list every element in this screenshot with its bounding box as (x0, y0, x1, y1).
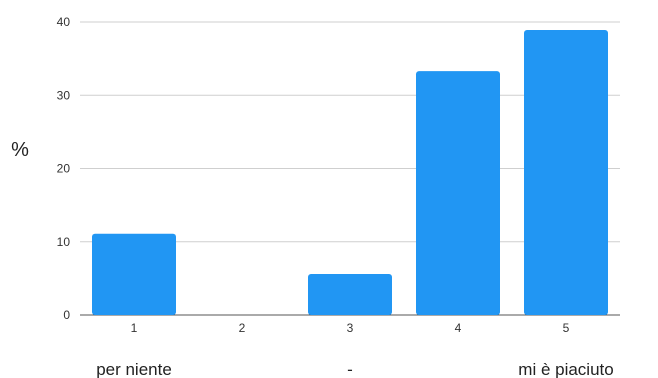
x-annotation: per niente (96, 360, 172, 378)
bar-3 (308, 273, 392, 315)
x-tick-label: 3 (347, 321, 354, 335)
y-tick-label: 0 (63, 308, 70, 322)
x-annotation: - (347, 360, 353, 378)
bars (92, 30, 608, 316)
y-tick-label: 30 (57, 88, 71, 102)
x-tick-labels: 1 2 3 4 5 (131, 321, 570, 335)
y-axis-label: % (11, 139, 29, 161)
y-tick-label: 10 (57, 235, 71, 249)
bar-1 (92, 233, 176, 315)
y-tick-label: 20 (57, 162, 71, 176)
x-annotation: mi è piaciuto (518, 360, 613, 378)
x-tick-label: 1 (131, 321, 138, 335)
bar-5 (524, 30, 608, 316)
y-tick-label: 40 (57, 15, 71, 29)
bar-4 (416, 71, 500, 315)
x-annotations: per niente - mi è piaciuto (96, 360, 614, 378)
x-tick-label: 5 (563, 321, 570, 335)
y-tick-labels: 0 10 20 30 40 (57, 15, 71, 322)
x-tick-label: 2 (239, 321, 246, 335)
x-tick-label: 4 (455, 321, 462, 335)
